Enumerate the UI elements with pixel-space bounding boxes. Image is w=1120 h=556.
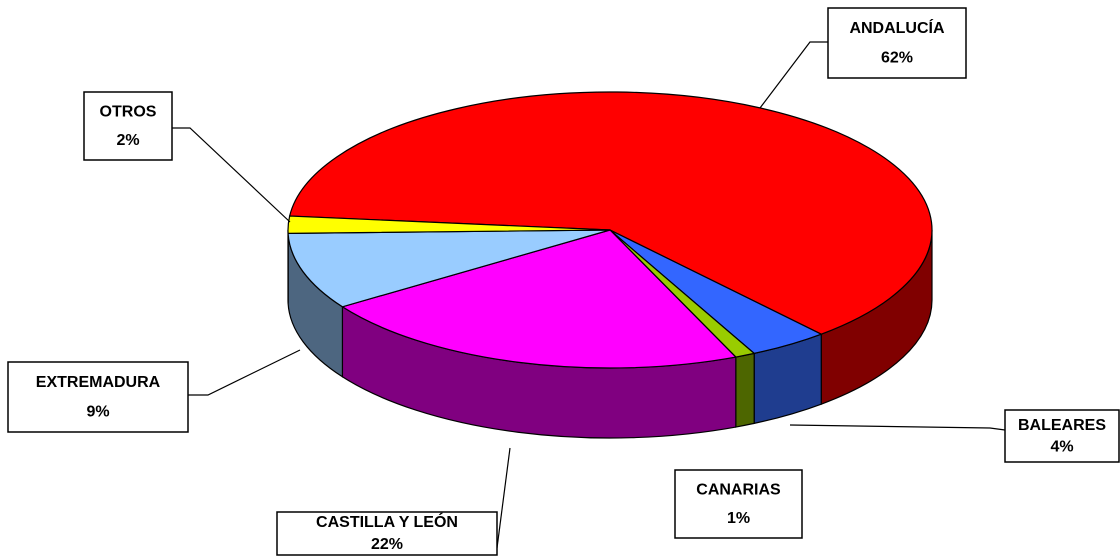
category-label: OTROS [100,104,157,121]
label-box [7,361,189,433]
value-label: 22% [371,536,403,553]
label-box [276,511,498,556]
category-label: ANDALUCÍA [849,18,945,37]
value-label: 2% [116,132,139,149]
label-box [827,7,967,79]
leader-line [496,447,511,549]
category-label: EXTREMADURA [36,374,161,391]
label-box [83,91,173,161]
slice-side [735,352,755,428]
category-label: CANARIAS [696,482,781,499]
slice-top [287,215,611,234]
value-label: 4% [1050,439,1073,456]
category-label: CASTILLA Y LEÓN [316,512,458,531]
slice-top [288,91,933,335]
label-box [1004,409,1120,463]
value-label: 9% [86,404,109,421]
leader-line [188,349,301,396]
slice-top [287,229,611,308]
value-label: 62% [881,50,913,67]
label-box [674,469,803,539]
slice-top [340,229,738,369]
leader-line [759,41,828,109]
value-label: 1% [727,510,750,527]
leader-line [172,127,291,223]
category-label: BALEARES [1018,417,1106,434]
leader-line [789,424,1006,431]
